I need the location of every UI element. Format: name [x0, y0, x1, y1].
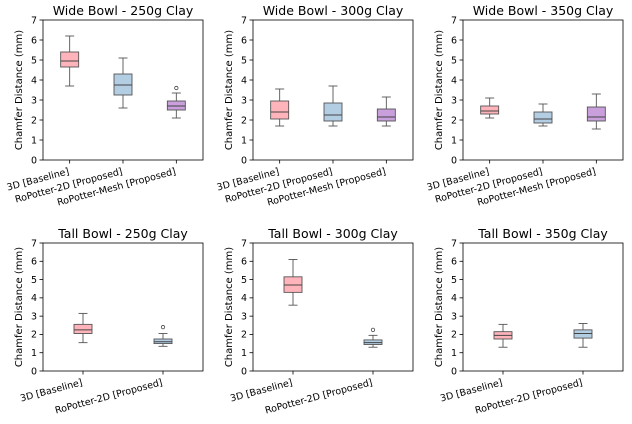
box-1	[270, 88, 290, 127]
y-tick-label: 5	[241, 275, 247, 286]
iqr-box	[270, 100, 290, 120]
chart-title: Wide Bowl - 250g Clay	[53, 3, 194, 18]
box-2	[573, 323, 593, 348]
y-tick-label: 1	[31, 135, 37, 146]
plot-frame	[42, 242, 204, 372]
iqr-box	[376, 108, 396, 122]
y-tick-label: 1	[241, 348, 247, 359]
outlier-point	[160, 325, 166, 330]
plot-frame	[252, 242, 414, 372]
chart-panel-4: Tall Bowl - 250g Clay Chamfer Distance (m…	[14, 226, 204, 417]
y-tick-label: 5	[241, 55, 247, 66]
y-tick-label: 0	[451, 366, 457, 377]
y-tick-label: 6	[31, 257, 37, 268]
iqr-box	[73, 323, 93, 334]
y-axis-label: Chamfer Distance (mm)	[224, 30, 235, 150]
y-tick-label: 0	[31, 155, 37, 166]
plot-frame	[462, 242, 624, 372]
y-tick-label: 2	[31, 115, 37, 126]
chart-title: Tall Bowl - 350g Clay	[477, 226, 608, 241]
iqr-box	[323, 102, 343, 122]
y-tick-label: 4	[451, 293, 457, 304]
y-tick-label: 7	[241, 15, 247, 26]
box-3	[376, 96, 396, 127]
y-tick-label: 3	[31, 311, 37, 322]
plot-frame	[252, 19, 414, 161]
iqr-box	[533, 111, 553, 124]
y-tick-label: 1	[451, 135, 457, 146]
y-tick-label: 3	[241, 95, 247, 106]
y-tick-label: 0	[31, 366, 37, 377]
chart-panel-1: Wide Bowl - 250g Clay Chamfer Distance (m…	[6, 3, 204, 209]
y-tick-label: 3	[451, 95, 457, 106]
y-tick-label: 4	[31, 75, 37, 86]
y-tick-label: 6	[31, 35, 37, 46]
box-3	[166, 85, 186, 119]
y-axis-label: Chamfer Distance (mm)	[434, 247, 445, 367]
y-tick-label: 7	[451, 15, 457, 26]
y-tick-label: 5	[31, 55, 37, 66]
y-tick-label: 7	[31, 238, 37, 249]
y-tick-label: 4	[241, 75, 247, 86]
y-tick-label: 1	[241, 135, 247, 146]
y-tick-label: 0	[451, 155, 457, 166]
y-tick-label: 7	[241, 238, 247, 249]
y-tick-label: 3	[31, 95, 37, 106]
box-1	[60, 35, 80, 87]
y-tick-label: 5	[451, 55, 457, 66]
box-2	[363, 327, 383, 348]
y-tick-label: 4	[31, 293, 37, 304]
y-tick-label: 4	[451, 75, 457, 86]
chart-panel-6: Tall Bowl - 350g Clay Chamfer Distance (m…	[434, 226, 624, 417]
y-axis-label: Chamfer Distance (mm)	[434, 30, 445, 150]
y-tick-label: 2	[241, 115, 247, 126]
y-tick-label: 3	[241, 311, 247, 322]
box-3	[586, 93, 606, 130]
outlier-point	[370, 327, 376, 332]
chart-title: Wide Bowl - 300g Clay	[263, 3, 404, 18]
chart-panel-2: Wide Bowl - 300g Clay Chamfer Distance (m…	[216, 3, 414, 209]
box-2	[153, 325, 173, 347]
box-1	[73, 312, 93, 344]
y-tick-label: 6	[451, 35, 457, 46]
y-tick-label: 5	[451, 275, 457, 286]
y-tick-label: 2	[451, 330, 457, 341]
box-1	[493, 323, 513, 348]
chart-panel-3: Wide Bowl - 350g Clay Chamfer Distance (m…	[426, 3, 624, 209]
y-tick-label: 4	[241, 293, 247, 304]
iqr-box	[60, 51, 80, 68]
chart-title: Wide Bowl - 350g Clay	[473, 3, 614, 18]
chart-title: Tall Bowl - 300g Clay	[267, 226, 398, 241]
y-tick-label: 7	[31, 15, 37, 26]
y-axis-label: Chamfer Distance (mm)	[14, 247, 25, 367]
y-tick-label: 5	[31, 275, 37, 286]
chart-panel-5: Tall Bowl - 300g Clay Chamfer Distance (m…	[224, 226, 414, 417]
iqr-box	[586, 106, 606, 122]
y-tick-label: 6	[241, 257, 247, 268]
box-2	[323, 85, 343, 127]
box-1	[283, 259, 303, 306]
box-1	[480, 97, 500, 119]
iqr-box	[480, 105, 500, 115]
y-tick-label: 2	[31, 330, 37, 341]
y-tick-label: 7	[451, 238, 457, 249]
y-tick-label: 2	[241, 330, 247, 341]
y-tick-label: 0	[241, 366, 247, 377]
y-tick-label: 6	[451, 257, 457, 268]
y-tick-label: 1	[31, 348, 37, 359]
box-2	[533, 103, 553, 127]
y-axis-label: Chamfer Distance (mm)	[14, 30, 25, 150]
y-tick-label: 3	[451, 311, 457, 322]
outlier-point	[174, 85, 179, 91]
chart-title: Tall Bowl - 250g Clay	[57, 226, 188, 241]
y-tick-label: 0	[241, 155, 247, 166]
box-2	[113, 57, 133, 109]
y-tick-label: 2	[451, 115, 457, 126]
y-tick-label: 6	[241, 35, 247, 46]
y-tick-label: 1	[451, 348, 457, 359]
y-axis-label: Chamfer Distance (mm)	[224, 247, 235, 367]
plot-frame	[42, 19, 204, 161]
plot-frame	[462, 19, 624, 161]
